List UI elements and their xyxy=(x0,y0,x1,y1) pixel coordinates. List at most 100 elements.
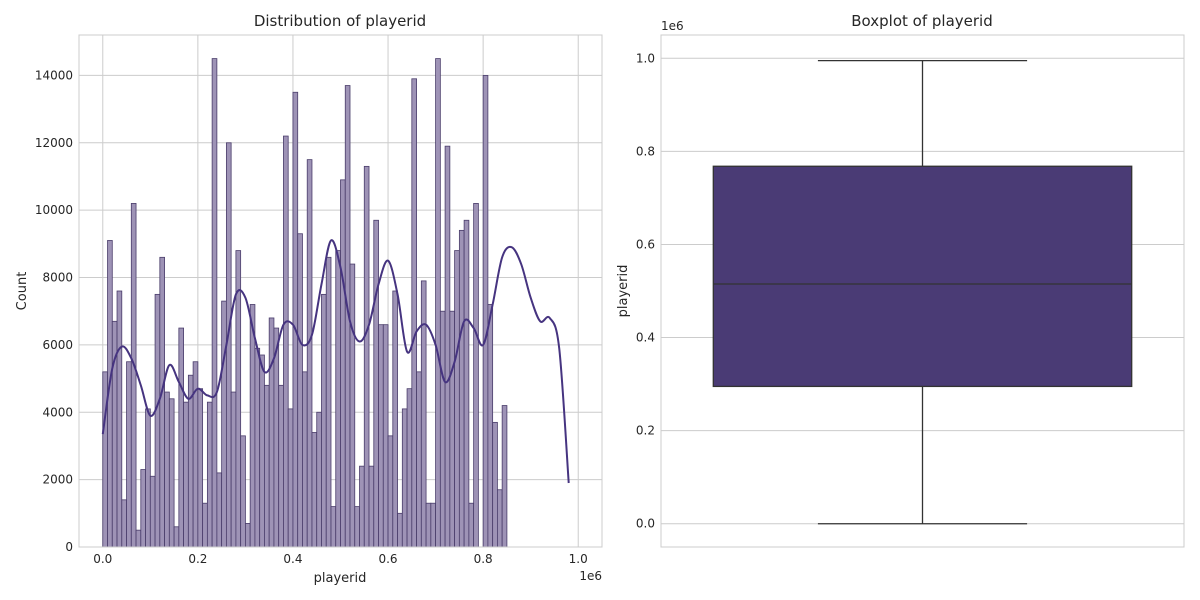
histogram-bar xyxy=(468,502,475,548)
histogram-bar xyxy=(458,229,465,548)
histogram-bar xyxy=(387,435,394,548)
boxplot-shape xyxy=(712,59,1133,525)
histogram-bar xyxy=(454,250,460,548)
histogram-y-tick-label: 14000 xyxy=(35,68,73,82)
histogram-x-tick-label: 0.2 xyxy=(188,552,207,566)
histogram-x-offset-label: 1e6 xyxy=(579,569,602,583)
histogram-bar xyxy=(283,135,289,548)
histogram-y-tick-label: 0 xyxy=(65,540,73,554)
histogram-bar xyxy=(501,405,508,548)
histogram-bar xyxy=(287,408,294,548)
boxplot-y-tick-label: 0.4 xyxy=(636,331,655,345)
histogram-bar xyxy=(401,408,408,548)
histogram-bar xyxy=(306,159,313,548)
histogram-bar xyxy=(273,327,280,548)
histogram-bar xyxy=(487,304,494,548)
histogram-bar xyxy=(302,371,308,548)
boxplot-y-tick-label: 0.2 xyxy=(636,424,655,438)
histogram-bar xyxy=(268,317,275,548)
histogram-bar xyxy=(116,290,123,548)
histogram-bars xyxy=(102,58,508,548)
boxplot-plot-frame xyxy=(660,34,1185,548)
histogram-bar xyxy=(463,219,470,548)
histogram-bar xyxy=(430,502,436,548)
histogram-bar xyxy=(373,219,379,548)
histogram-bar xyxy=(121,499,127,548)
histogram-bar xyxy=(259,354,265,548)
histogram-y-tick-label: 12000 xyxy=(35,136,73,150)
histogram-bar xyxy=(325,256,332,548)
histogram-bar xyxy=(420,280,427,548)
histogram-bar xyxy=(482,75,489,548)
histogram-bar xyxy=(316,411,322,548)
histogram-bar xyxy=(245,523,251,548)
histogram-x-tick-label: 0.4 xyxy=(283,552,302,566)
histogram-bar xyxy=(368,465,375,548)
histogram-bar xyxy=(435,58,441,548)
histogram-bar xyxy=(211,58,218,548)
histogram-bar xyxy=(206,401,213,548)
histogram-y-ticks: 0 2000 4000 6000 8000 10000 12000 14000 xyxy=(35,68,73,554)
histogram-bar xyxy=(254,347,261,548)
histogram-bar xyxy=(216,472,223,548)
histogram-bar xyxy=(202,502,208,548)
histogram-bar xyxy=(473,203,479,548)
histogram-bar xyxy=(173,526,180,548)
histogram-y-axis-label: Count xyxy=(15,272,30,311)
histogram-bar xyxy=(340,179,346,548)
histogram-bar xyxy=(349,263,356,548)
histogram-bar xyxy=(444,145,451,548)
histogram-bar xyxy=(416,371,422,548)
boxplot-y-ticks: 0.0 0.2 0.4 0.6 0.8 1.0 xyxy=(636,51,655,530)
boxplot-y-tick-label: 0.6 xyxy=(636,237,655,251)
histogram-bar xyxy=(425,502,432,548)
histogram-bar xyxy=(149,475,156,548)
boxplot-panel: Boxplot of playerid 0.0 0.2 0.4 0.6 0.8 1.0 p… xyxy=(616,12,1185,548)
histogram-panel: Distribution of playerid 0.0 0.2 0.4 0.6 0.8… xyxy=(15,12,603,586)
kde-curve xyxy=(101,239,570,484)
histogram-bar xyxy=(439,310,446,548)
histogram-bar xyxy=(449,310,456,548)
histogram-bar xyxy=(130,203,137,548)
histogram-x-ticks: 0.0 0.2 0.4 0.6 0.8 1.0 xyxy=(93,552,588,566)
histogram-y-tick-label: 10000 xyxy=(35,203,73,217)
histogram-bar xyxy=(140,469,146,548)
histogram-bar xyxy=(230,391,237,548)
histogram-bar xyxy=(159,256,165,548)
boxplot-y-tick-label: 1.0 xyxy=(636,51,655,65)
histogram-bar xyxy=(221,300,227,548)
histogram-bar xyxy=(392,290,398,548)
histogram-bar xyxy=(145,408,151,548)
boxplot-y-offset-label: 1e6 xyxy=(661,19,684,33)
histogram-bar xyxy=(126,361,132,548)
boxplot-box xyxy=(712,165,1133,388)
boxplot-title: Boxplot of playerid xyxy=(851,12,992,30)
histogram-y-tick-label: 4000 xyxy=(42,405,73,419)
histogram-x-tick-label: 0.0 xyxy=(93,552,112,566)
histogram-bar xyxy=(178,327,185,548)
histogram-bar xyxy=(187,374,194,548)
histogram-bar xyxy=(354,506,360,548)
histogram-bar xyxy=(278,384,284,548)
histogram-x-axis-label: playerid xyxy=(314,571,367,586)
histogram-y-tick-label: 8000 xyxy=(42,271,73,285)
histogram-bar xyxy=(397,512,403,548)
boxplot-y-tick-label: 0.0 xyxy=(636,517,655,531)
histogram-bar xyxy=(168,398,175,548)
histogram-x-tick-label: 0.8 xyxy=(474,552,493,566)
histogram-bar xyxy=(297,233,303,548)
histogram-bar xyxy=(154,293,161,548)
histogram-bar xyxy=(359,465,365,548)
histogram-y-tick-label: 2000 xyxy=(42,473,73,487)
histogram-bar xyxy=(382,324,389,548)
histogram-plot-frame xyxy=(78,34,603,548)
histogram-bar xyxy=(496,489,503,548)
boxplot-y-axis-label: playerid xyxy=(616,265,631,318)
histogram-bar xyxy=(492,421,498,548)
histogram-bar xyxy=(240,435,246,548)
histogram-bar xyxy=(406,388,413,548)
histogram-bar xyxy=(311,432,318,548)
histogram-bar xyxy=(197,388,204,548)
histogram-x-tick-label: 1.0 xyxy=(569,552,588,566)
histogram-bar xyxy=(363,165,370,548)
